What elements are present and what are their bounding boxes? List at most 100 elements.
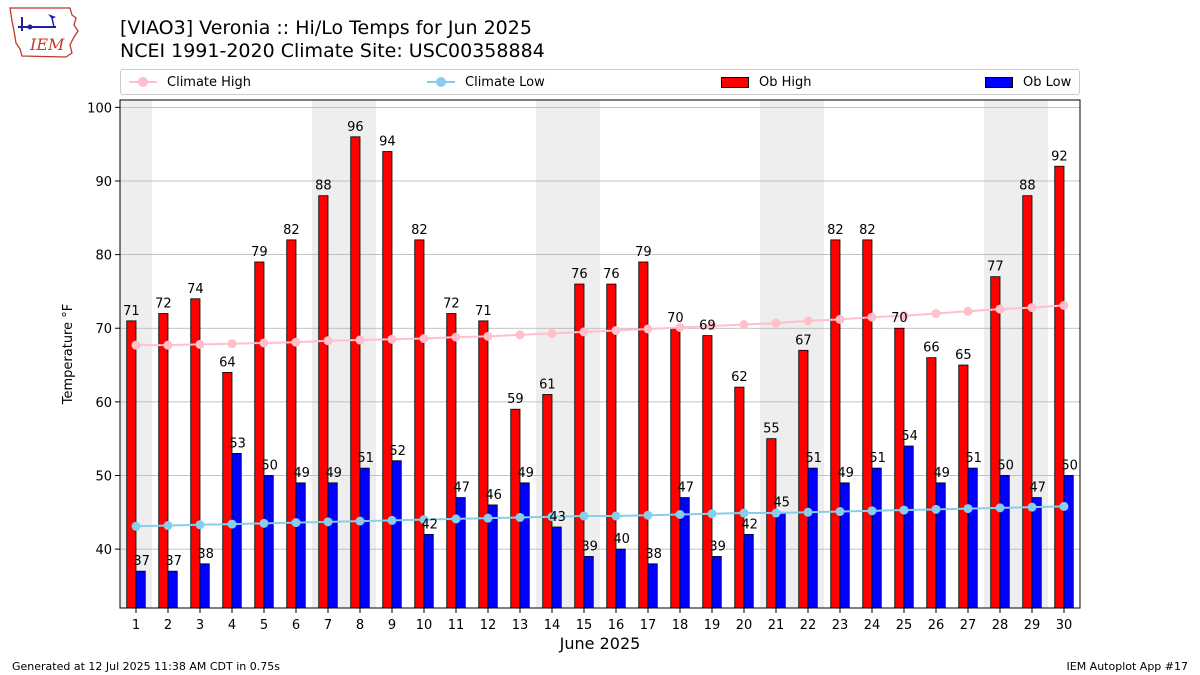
ob-high-label: 69: [699, 319, 716, 334]
ob-low-label: 50: [1061, 458, 1078, 473]
ob-high-bar: [702, 335, 713, 609]
ob-high-bar: [766, 438, 777, 609]
x-tick-label: 22: [800, 618, 817, 633]
ob-high-bar: [542, 394, 553, 609]
ob-low-label: 40: [613, 532, 630, 547]
ob-high-bar: [830, 239, 841, 609]
ob-high-bar: [1054, 165, 1065, 609]
ob-high-bar: [286, 239, 297, 609]
ob-low-bar: [135, 570, 146, 609]
climate-high-point: [419, 334, 429, 344]
climate-low-point: [131, 521, 141, 531]
ob-low-bar: [199, 563, 210, 609]
climate-low-point: [771, 508, 781, 518]
ob-high-label: 79: [635, 245, 652, 260]
climate-high-point: [163, 340, 173, 350]
climate-high-point: [995, 304, 1005, 314]
climate-low-point: [899, 505, 909, 515]
ob-high-bar: [222, 372, 233, 609]
y-tick-label: 40: [95, 543, 112, 558]
x-tick-label: 6: [292, 618, 300, 633]
chart-title: [VIAO3] Veronia :: Hi/Lo Temps for Jun 2…: [120, 17, 532, 39]
climate-low-point: [259, 518, 269, 528]
ob-high-label: 79: [251, 245, 268, 260]
x-tick-label: 28: [992, 618, 1009, 633]
climate-low-point: [611, 511, 621, 521]
ob-low-label: 49: [293, 466, 310, 481]
legend-label: Climate Low: [465, 74, 545, 90]
ob-high-label: 67: [795, 333, 812, 348]
ob-high-bar: [414, 239, 425, 609]
x-tick-label: 10: [416, 618, 433, 633]
y-tick-label: 70: [95, 322, 112, 337]
ob-low-label: 38: [197, 547, 214, 562]
climate-high-point: [1059, 300, 1069, 310]
x-tick-label: 26: [928, 618, 945, 633]
x-tick-label: 21: [768, 618, 785, 633]
ob-high-bar: [350, 136, 361, 609]
ob-low-label: 43: [549, 510, 566, 525]
ob-high-bar: [862, 239, 873, 609]
climate-low-point: [867, 506, 877, 516]
ob-low-label: 47: [453, 481, 470, 496]
climate-high-point: [323, 336, 333, 346]
climate-high-point: [931, 309, 941, 319]
ob-low-bar: [583, 556, 594, 609]
x-tick-label: 7: [324, 618, 332, 633]
y-tick-label: 50: [95, 469, 112, 484]
x-tick-label: 2: [164, 618, 172, 633]
climate-low-point: [291, 518, 301, 528]
x-tick-label: 13: [512, 618, 529, 633]
ob-high-label: 64: [219, 355, 236, 370]
climate-high-point: [355, 335, 365, 345]
x-tick-label: 5: [260, 618, 268, 633]
x-axis-label: June 2025: [559, 634, 641, 653]
climate-high-point: [643, 324, 653, 334]
legend-label: Ob High: [759, 74, 812, 90]
ob-high-bar: [670, 327, 681, 609]
ob-low-bar: [775, 511, 786, 609]
x-tick-label: 20: [736, 618, 753, 633]
ob-low-bar: [999, 475, 1010, 609]
x-tick-label: 17: [640, 618, 657, 633]
x-tick-label: 9: [388, 618, 396, 633]
x-tick-label: 14: [544, 618, 561, 633]
y-tick-label: 80: [95, 249, 112, 264]
x-tick-label: 4: [228, 618, 236, 633]
climate-high-point: [579, 327, 589, 337]
legend-label: Climate High: [167, 74, 252, 90]
ob-low-label: 47: [677, 481, 694, 496]
climate-high-point: [195, 339, 205, 349]
y-tick-label: 100: [87, 101, 112, 116]
ob-low-bar: [167, 570, 178, 609]
climate-low-point: [803, 507, 813, 517]
climate-low-point: [451, 514, 461, 524]
ob-high-bar: [254, 261, 265, 609]
climate-low-point: [963, 504, 973, 514]
climate-high-point: [227, 339, 237, 349]
climate-high-point: [835, 314, 845, 324]
ob-high-label: 82: [283, 223, 300, 238]
plot-frame: [119, 99, 1081, 609]
climate-low-point: [995, 503, 1005, 513]
legend-item-climate-high: Climate High: [129, 70, 251, 94]
ob-low-swatch: [985, 76, 1013, 88]
climate-low-point: [419, 515, 429, 525]
ob-low-label: 50: [261, 458, 278, 473]
ob-low-bar: [935, 482, 946, 609]
climate-low-point: [163, 521, 173, 531]
climate-high-point: [547, 328, 557, 338]
climate-high-line: [136, 304, 1065, 347]
climate-high-point: [867, 312, 877, 322]
ob-high-label: 82: [411, 223, 428, 238]
ob-high-label: 96: [347, 120, 364, 135]
climate-high-point: [803, 316, 813, 326]
ob-high-label: 70: [667, 311, 684, 326]
x-tick-label: 27: [960, 618, 977, 633]
ob-low-bar: [263, 475, 274, 609]
climate-high-point: [739, 320, 749, 330]
ob-low-label: 51: [869, 451, 886, 466]
ob-low-label: 54: [901, 429, 918, 444]
ob-high-label: 94: [379, 135, 396, 150]
ob-high-label: 59: [507, 392, 524, 407]
